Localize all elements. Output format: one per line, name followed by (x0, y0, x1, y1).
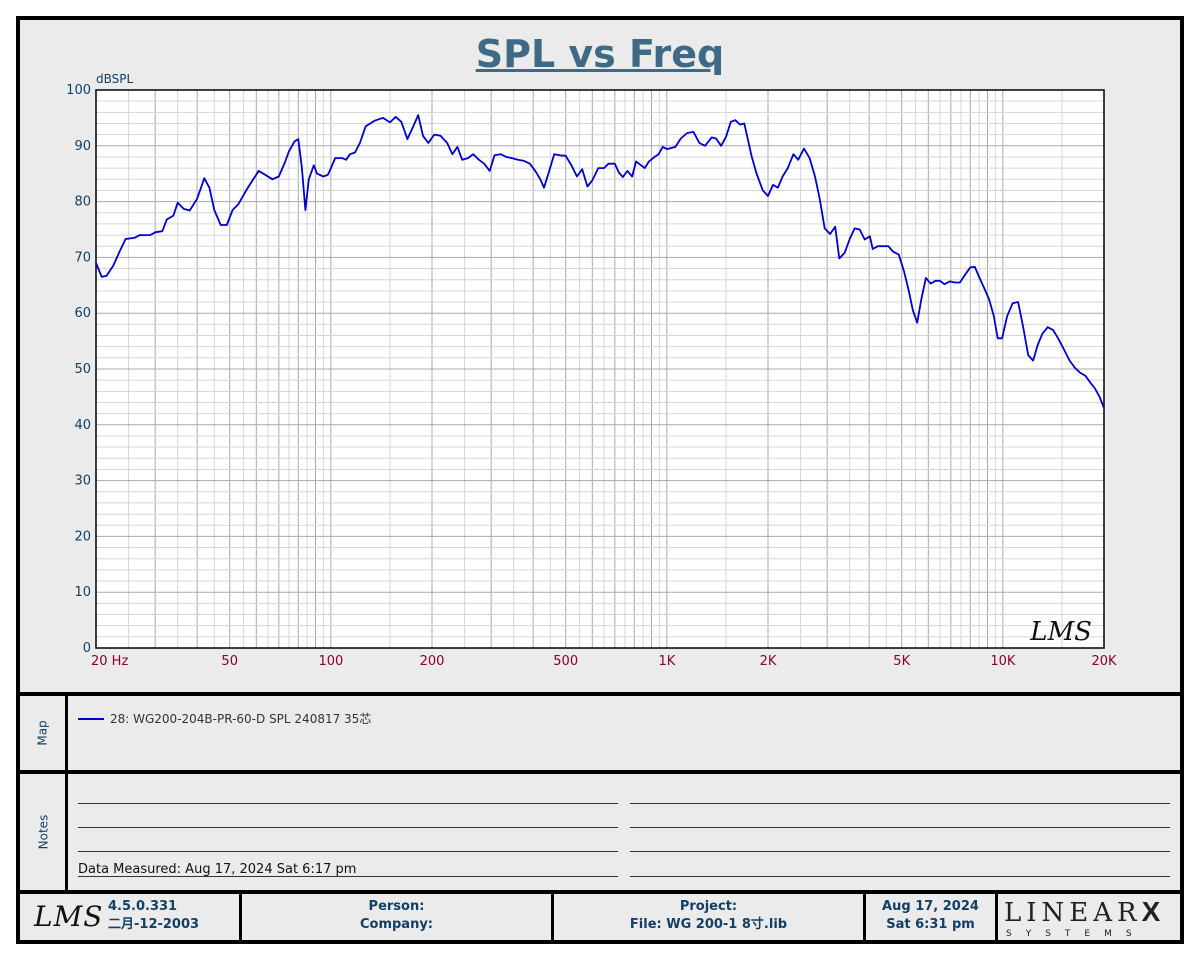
x-tick-label: 200 (420, 654, 445, 669)
x-tick-label: 50 (221, 654, 238, 669)
lms-watermark: LMS (1029, 617, 1092, 647)
y-tick-label: 10 (74, 585, 91, 600)
map-label: Map (35, 720, 50, 746)
divider-map-notes (20, 770, 1180, 774)
note-line (78, 803, 618, 804)
linearx-systems: SYSTEMS (1006, 929, 1146, 939)
project-info: Project: File: WG 200-1 8寸.lib (554, 894, 863, 938)
note-line (78, 827, 618, 828)
x-tick-label: 2K (760, 654, 777, 669)
footer-divider (239, 894, 242, 940)
y-tick-label: 60 (74, 306, 91, 321)
build-date-text: 二月-12-2003 (108, 917, 200, 932)
plot-frame (95, 89, 1105, 649)
chart-title: SPL vs Freq (475, 32, 725, 76)
map-notes-label-divider (65, 694, 68, 892)
footer-divider (863, 894, 866, 940)
linearx-word: LINEAR (1004, 898, 1142, 928)
y-axis-label: dBSPL (96, 72, 133, 86)
notes-label: Notes (35, 814, 50, 850)
note-line (630, 803, 1170, 804)
x-tick-label: 20 Hz (91, 654, 128, 669)
spl-series-line (95, 114, 1105, 409)
note-line (78, 876, 618, 877)
x-tick-label: 10K (990, 654, 1016, 669)
y-tick-label: 20 (74, 529, 91, 544)
x-tick-label: 20K (1091, 654, 1117, 669)
y-tick-label: 40 (74, 418, 91, 433)
date-info: Aug 17, 2024 Sat 6:31 pm (866, 894, 995, 938)
legend-text: 28: WG200-204B-PR-60-D SPL 240817 35芯 (110, 712, 372, 726)
footer-divider (551, 894, 554, 940)
file-text: File: WG 200-1 8寸.lib (629, 917, 788, 932)
person-label: Person: (368, 899, 425, 914)
linearx-logo: LINEARX SYSTEMS (1004, 896, 1174, 940)
lms-logo: LMS (34, 900, 104, 933)
note-line (78, 851, 618, 852)
day-time-text: Sat 6:31 pm (886, 917, 975, 932)
note-line (630, 876, 1170, 877)
y-tick-label: 80 (74, 195, 91, 210)
y-tick-label: 70 (74, 250, 91, 265)
company-label: Company: (359, 917, 434, 932)
version-info: 4.5.0.331 二月-12-2003 (108, 894, 199, 938)
note-line (630, 851, 1170, 852)
data-measured-text: Data Measured: Aug 17, 2024 Sat 6:17 pm (78, 862, 357, 877)
legend-swatch (78, 717, 104, 720)
y-tick-label: 100 (66, 83, 91, 98)
y-tick-label: 50 (74, 362, 91, 377)
x-tick-label: 5K (893, 654, 910, 669)
project-label: Project: (679, 899, 738, 914)
divider-notes-footer (20, 890, 1180, 894)
x-tick-label: 1K (658, 654, 675, 669)
legend-entry: 28: WG200-204B-PR-60-D SPL 240817 35芯 (78, 710, 371, 727)
footer-divider (995, 894, 998, 940)
x-tick-label: 500 (553, 654, 578, 669)
date-text: Aug 17, 2024 (882, 899, 979, 914)
y-tick-label: 30 (74, 474, 91, 489)
linearx-x: X (1141, 896, 1166, 927)
y-tick-label: 0 (83, 641, 91, 656)
x-tick-label: 100 (318, 654, 343, 669)
person-company-info: Person: Company: (242, 894, 551, 938)
version-text: 4.5.0.331 (108, 899, 178, 914)
note-line (630, 827, 1170, 828)
spl-chart: 0 10 20 30 40 50 60 70 80 90 100 20 Hz 50 100 200 500 1K… (66, 72, 1117, 669)
y-tick-label: 90 (74, 139, 91, 154)
divider-chart-map (20, 692, 1180, 696)
